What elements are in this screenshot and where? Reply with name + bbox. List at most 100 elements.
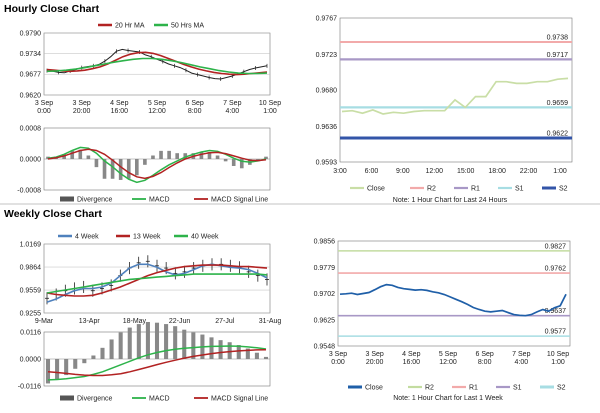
weekly-macd-divergence-bar (245, 348, 250, 359)
weekly-macd-legend-label: Divergence (77, 396, 113, 403)
weekly-price-legend-label: 40 Week (191, 234, 219, 241)
weekly-macd-divergence-bar (109, 339, 114, 359)
weekly-macd-divergence-bar (64, 359, 69, 376)
weekly-macd-ytick: -0.0116 (18, 384, 41, 391)
weekly-macd-divergence-bar (191, 332, 196, 359)
weekly-price-chart: 4 Week 13 Week 40 Week 1.0169 0.9864 0.9559 0.… (20, 234, 282, 326)
hourly-price-xtick-date: 4 Sep (110, 100, 128, 107)
weekly-macd-divergence-bar (145, 321, 150, 359)
hourly-levels-legend-label: R1 (471, 186, 480, 193)
hourly-macd-divergence-bar (167, 150, 171, 159)
weekly-levels-legend-label: S1 (513, 385, 522, 392)
weekly-macd-divergence-bar (173, 326, 178, 359)
weekly-levels-ytick: 0.9779 (314, 265, 336, 272)
hourly-macd-divergence-bar (134, 159, 139, 176)
hourly-macd-divergence-bar (264, 156, 268, 159)
weekly-levels-legend-label: R1 (469, 385, 478, 392)
hourly-levels-xtick: 15:00 (457, 168, 475, 175)
weekly-ma40-line (46, 273, 268, 294)
weekly-price-ytick: 0.9559 (20, 288, 42, 295)
weekly-levels-xtick-time: 0:00 (331, 359, 345, 366)
weekly-levels-chart: 0.9856 0.9779 0.9702 0.9625 0.9548 0.9827 0.97… (314, 239, 571, 402)
hourly-levels-note: Note: 1 Hour Chart for Last 24 Hours (393, 197, 508, 204)
hourly-macd-divergence-bar (199, 152, 204, 159)
weekly-macd-chart: 0.0116 0.0000 -0.0116 Divergence MACD MACD Si… (18, 321, 271, 403)
hourly-levels-legend-label: Close (367, 186, 385, 193)
hourly-macd-divergence-bar (78, 149, 83, 159)
weekly-macd-divergence-bar (136, 324, 141, 359)
hourly-macd-ytick: 0.0000 (20, 157, 42, 164)
weekly-macd-divergence-bar (73, 359, 78, 369)
hourly-price-xtick-date: 3 Sep (35, 100, 53, 107)
weekly-macd-divergence-bar (254, 352, 259, 359)
hourly-macd-divergence-bar (175, 153, 180, 159)
weekly-levels-xtick-time: 4:00 (515, 359, 529, 366)
weekly-macd-divergence-bar (91, 355, 96, 359)
hourly-macd-ytick: -0.0008 (17, 188, 41, 195)
weekly-ma4-line (46, 263, 268, 303)
hourly-levels-level-label-r1: 0.9717 (547, 52, 569, 59)
hourly-levels-ytick: 0.9767 (316, 16, 338, 23)
hourly-price-xtick-date: 3 Sep (73, 100, 91, 107)
hourly-levels-level-label-s1: 0.9659 (547, 100, 569, 107)
weekly-levels-level-label-r2: 0.9827 (545, 243, 567, 250)
hourly-levels-xtick: 3:00 (333, 168, 347, 175)
hourly-price-chart: 20 Hr MA 50 Hrs MA 0.9790 0.9734 0.9677 0.962… (20, 23, 282, 116)
hourly-macd-divergence-bar (239, 159, 244, 169)
weekly-price-ytick: 0.9864 (20, 265, 42, 272)
hourly-price-xtick-date: 6 Sep (186, 100, 204, 107)
hourly-macd-divergence-bar (159, 150, 163, 159)
weekly-levels-ytick: 0.9548 (314, 344, 336, 351)
hourly-macd-divergence-bar (94, 159, 99, 168)
hourly-price-ytick: 0.9790 (20, 31, 42, 38)
weekly-macd-divergence-bar (263, 356, 269, 359)
weekly-price-ytick: 0.9255 (20, 311, 42, 318)
hourly-price-xtick-time: 12:00 (148, 108, 166, 115)
weekly-levels-note: Note: 1 Hour Chart for Last 1 Week (393, 395, 503, 402)
hourly-levels-xtick: 18:00 (488, 168, 506, 175)
weekly-levels-ytick: 0.9702 (314, 291, 336, 298)
weekly-price-ytick: 1.0169 (20, 242, 42, 249)
weekly-levels-xtick-time: 1:00 (551, 359, 565, 366)
hourly-macd-legend-label: MACD Signal Line (211, 197, 268, 204)
hourly-price-xtick-time: 4:00 (226, 108, 240, 115)
hourly-macd-divergence-bar (256, 159, 260, 161)
weekly-levels-level-label-s2: 0.9577 (545, 329, 567, 336)
weekly-levels-ytick: 0.9625 (314, 317, 336, 324)
weekly-levels-xtick-date: 7 Sep (512, 351, 530, 358)
hourly-levels-plot-frame (339, 17, 573, 163)
hourly-price-xtick-time: 8:00 (188, 108, 202, 115)
weekly-price-xtick: 31-Aug (259, 318, 282, 325)
hourly-macd-ytick: 0.0008 (20, 126, 42, 133)
weekly-macd-divergence-bar (127, 327, 132, 359)
hourly-levels-level-label-s2: 0.9622 (547, 131, 569, 138)
hourly-price-legend-label: 50 Hrs MA (171, 23, 204, 30)
hourly-macd-divergence-bar (118, 159, 123, 180)
weekly-levels-ytick: 0.9856 (314, 239, 336, 246)
weekly-macd-legend-swatch (60, 395, 74, 401)
weekly-price-xtick: 9-Mar (35, 318, 54, 325)
weekly-levels-xtick-date: 5 Sep (439, 351, 457, 358)
hourly-ma20-line (46, 51, 268, 76)
hourly-levels-legend-label: R2 (427, 186, 436, 193)
hourly-macd-divergence-bar (231, 159, 236, 166)
hourly-levels-xtick: 12:00 (426, 168, 444, 175)
hourly-levels-close-line (341, 77, 569, 115)
hourly-macd-divergence-bar (143, 159, 147, 165)
hourly-levels-xtick: 9:00 (396, 168, 410, 175)
weekly-macd-divergence-bar (154, 322, 160, 359)
weekly-title: Weekly Close Chart (4, 208, 102, 220)
hourly-price-xtick-date: 10 Sep (259, 100, 281, 107)
weekly-levels-xtick-time: 12:00 (439, 359, 457, 366)
hourly-macd-chart: 0.0008 0.0000 -0.0008 Divergence MACD MACD Si… (17, 126, 271, 204)
weekly-levels-legend-label: Close (365, 385, 383, 392)
weekly-macd-signal-line (47, 348, 267, 377)
weekly-levels-level-label-s1: 0.9637 (545, 308, 567, 315)
hourly-macd-macd-line (47, 146, 267, 184)
hourly-macd-legend-label: Divergence (77, 197, 113, 204)
hourly-price-plot-frame (43, 32, 271, 96)
weekly-macd-divergence-bar (209, 337, 214, 359)
weekly-levels-xtick-time: 20:00 (366, 359, 384, 366)
weekly-levels-legend-label: R2 (425, 385, 434, 392)
